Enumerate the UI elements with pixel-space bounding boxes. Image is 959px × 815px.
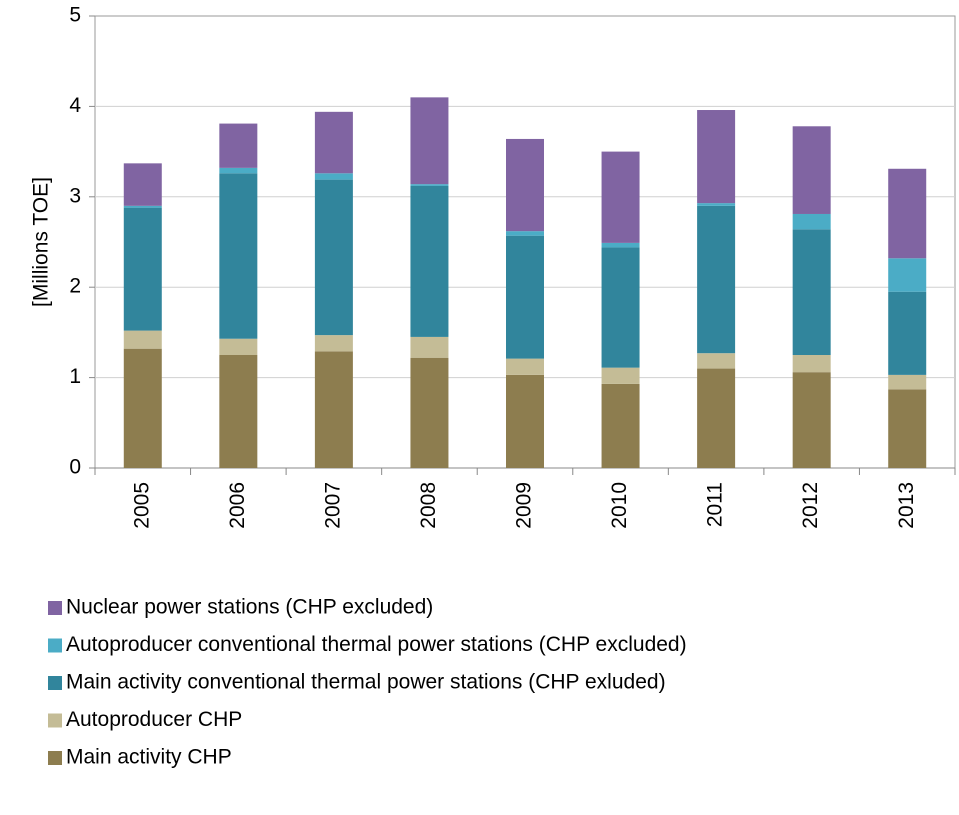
bar-segment (601, 383, 640, 468)
bar-segment (123, 348, 162, 468)
x-tick-label: 2011 (704, 482, 727, 527)
legend-swatch (48, 676, 62, 690)
y-tick-label: 4 (69, 94, 81, 117)
bar-segment (314, 111, 353, 174)
bar-segment (219, 338, 258, 355)
legend-swatch (48, 751, 62, 765)
bar-segment (314, 351, 353, 468)
bar-segment (410, 185, 449, 337)
bar-segment (888, 374, 927, 390)
legend-swatch (48, 601, 62, 615)
y-tick-label: 2 (69, 275, 81, 298)
bar-segment (888, 258, 927, 292)
bar-segment (601, 367, 640, 384)
legend-label: Main activity CHP (66, 746, 232, 769)
bar-segment (506, 138, 544, 232)
bar-segment (410, 357, 449, 468)
bar-segment (506, 231, 544, 236)
bar-segment (410, 336, 449, 358)
bar-segment (506, 235, 544, 359)
bar-segment (410, 97, 449, 185)
bar-segment (314, 173, 353, 180)
bar-segment (888, 389, 927, 468)
bar-segment (697, 368, 736, 468)
bar-segment (888, 291, 927, 375)
bar-segment (792, 126, 831, 214)
bar-segment (219, 123, 258, 168)
x-tick-label: 2013 (895, 482, 918, 529)
bar-segment (697, 110, 736, 204)
bar-segment (888, 168, 927, 259)
x-tick-label: 2009 (513, 482, 536, 529)
bar-segment (792, 355, 831, 373)
bar-segment (697, 203, 736, 206)
bar-segment (314, 335, 353, 352)
bar-segment (601, 242, 640, 248)
legend-swatch (48, 713, 62, 728)
y-tick-label: 0 (69, 456, 81, 479)
x-tick-label: 2006 (226, 482, 249, 529)
bar-segment (123, 207, 162, 331)
legend-label: Autoproducer CHP (66, 708, 242, 731)
y-tick-label: 5 (69, 4, 81, 27)
x-tick-label: 2008 (417, 482, 440, 529)
bar-segment (410, 184, 449, 186)
bar-segment (219, 173, 258, 339)
bar-segment (123, 205, 162, 208)
bar-segment (123, 163, 162, 206)
bar-segment (697, 205, 736, 354)
legend-label: Autoproducer conventional thermal power … (66, 633, 687, 656)
bar-segment (506, 358, 544, 375)
bar-segment (219, 167, 258, 174)
bar-segment (792, 213, 831, 230)
bar-segment (792, 229, 831, 355)
legend-label: Main activity conventional thermal power… (66, 671, 666, 694)
bar-segment (506, 374, 544, 468)
bar-segment (123, 330, 162, 349)
x-tick-label: 2012 (799, 482, 822, 529)
bar-segment (314, 179, 353, 336)
bar-segment (792, 372, 831, 468)
x-tick-label: 2005 (130, 482, 153, 529)
legend-swatch (48, 638, 62, 653)
y-tick-label: 3 (69, 184, 81, 207)
bar-segment (219, 355, 258, 468)
y-tick-label: 1 (69, 365, 81, 388)
legend-label: Nuclear power stations (CHP excluded) (66, 596, 433, 619)
x-tick-label: 2007 (321, 482, 344, 529)
bar-segment (697, 353, 736, 369)
bar-segment (601, 247, 640, 368)
y-axis-label: [Millions TOE] (30, 177, 53, 307)
bar-segment (601, 151, 640, 243)
x-tick-label: 2010 (608, 482, 631, 529)
